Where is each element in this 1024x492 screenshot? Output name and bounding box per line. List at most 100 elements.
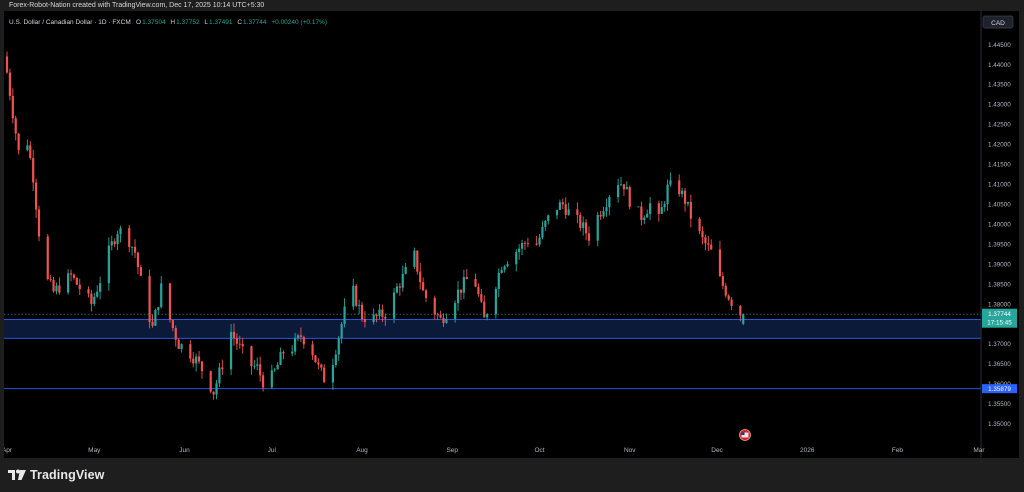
candle-body [727, 295, 730, 300]
candle [174, 325, 177, 347]
price-tick-label: 1.40000 [988, 221, 1011, 228]
candle-body [235, 337, 238, 344]
candle [422, 277, 425, 291]
candle-body [424, 290, 428, 298]
candle-body [352, 285, 355, 307]
price-tick-label: 1.35000 [988, 421, 1011, 428]
candle [331, 358, 335, 390]
candle [337, 336, 340, 361]
candle [340, 322, 343, 344]
candle-body [256, 364, 259, 366]
candle [381, 304, 384, 322]
candle [392, 287, 396, 324]
candle [311, 340, 314, 360]
candle [11, 88, 14, 124]
export-caption-bar: Forex-Robot-Nation created with TradingV… [0, 0, 1024, 11]
candle [599, 210, 602, 220]
candle [160, 275, 163, 309]
candle-body [646, 213, 649, 218]
candlestick-chart[interactable]: 1.44500 1.44000 1.43500 1.43000 1.42500 1.420… [4, 11, 1019, 458]
time-tick-label: Aug [356, 447, 368, 454]
candle [235, 333, 238, 350]
candle-body [721, 276, 724, 286]
candle-body [293, 338, 297, 352]
candle [584, 219, 588, 241]
candle [459, 289, 463, 301]
candle-body [171, 320, 174, 329]
candle [37, 205, 41, 242]
candle [302, 335, 305, 349]
candle-body [107, 245, 110, 284]
candle-body [584, 222, 588, 234]
candle [46, 234, 49, 281]
candle-body [718, 249, 722, 277]
time-tick-label: 2026 [800, 447, 815, 454]
candle [212, 391, 215, 400]
candle-body [678, 180, 681, 195]
candle [221, 359, 224, 375]
candle [180, 343, 183, 353]
currency-button-box[interactable] [982, 15, 1014, 29]
candle-body [276, 364, 279, 370]
time-tick-label: Apr [4, 447, 13, 454]
candle-body [291, 351, 294, 354]
events-flag-icon[interactable] [739, 429, 751, 441]
candle [116, 230, 119, 251]
candle [646, 209, 649, 218]
currency-label[interactable]: CAD [991, 20, 1005, 27]
price-tick-label: 1.43000 [988, 102, 1011, 109]
candle-body [401, 273, 404, 288]
time-tick-label: Oct [534, 447, 544, 454]
candle [503, 265, 506, 273]
candle [669, 172, 672, 187]
candle [541, 220, 544, 240]
time-axis[interactable]: Apr May Jun Jul Aug Sep Oct Nov Dec 2026 Feb Mar [4, 447, 985, 454]
candle [293, 332, 297, 356]
candle [317, 358, 320, 370]
candle [253, 360, 256, 370]
candle [494, 286, 497, 319]
candle-body [707, 243, 710, 245]
candle [433, 295, 436, 320]
candle [32, 149, 35, 192]
candle-body [355, 285, 358, 306]
candle [637, 206, 640, 208]
candle [582, 216, 585, 236]
candle [99, 276, 102, 300]
price-axis[interactable]: 1.44500 1.44000 1.43500 1.43000 1.42500 1.420… [4, 11, 1017, 458]
chart-legend: U.S. Dollar / Canadian Dollar · 1D · FXC… [9, 19, 327, 26]
candle [189, 339, 192, 363]
level-price-label: 1.35879 [988, 386, 1011, 393]
candle [617, 178, 620, 203]
candle-body [358, 304, 361, 306]
candle [666, 179, 669, 211]
support-zone[interactable] [4, 319, 981, 339]
tradingview-logo[interactable]: TradingView [8, 468, 105, 482]
candle [291, 345, 294, 357]
candle [195, 353, 198, 372]
candle-body [212, 391, 215, 395]
candle-body [663, 204, 666, 208]
candle-body [378, 309, 381, 317]
tradingview-logo-icon [8, 469, 26, 480]
price-tick-label: 1.38000 [988, 301, 1011, 308]
candle [273, 367, 276, 373]
candle [49, 275, 52, 282]
events-flag-stripes [741, 432, 749, 438]
candle-body [462, 277, 465, 293]
candle [657, 200, 660, 222]
candle [107, 237, 110, 291]
chart-area[interactable]: 1.44500 1.44000 1.43500 1.43000 1.42500 1.420… [4, 11, 1019, 458]
candle [35, 178, 38, 218]
candle-body [261, 375, 265, 388]
candle-body [221, 367, 224, 370]
candle [587, 226, 591, 246]
candle-body [494, 288, 497, 315]
candle-body [567, 209, 570, 215]
candle [133, 239, 137, 258]
candle [384, 313, 387, 326]
candle [256, 357, 259, 371]
candle [72, 273, 76, 280]
candle-body [311, 344, 314, 356]
currency-button[interactable]: CAD [982, 15, 1014, 29]
